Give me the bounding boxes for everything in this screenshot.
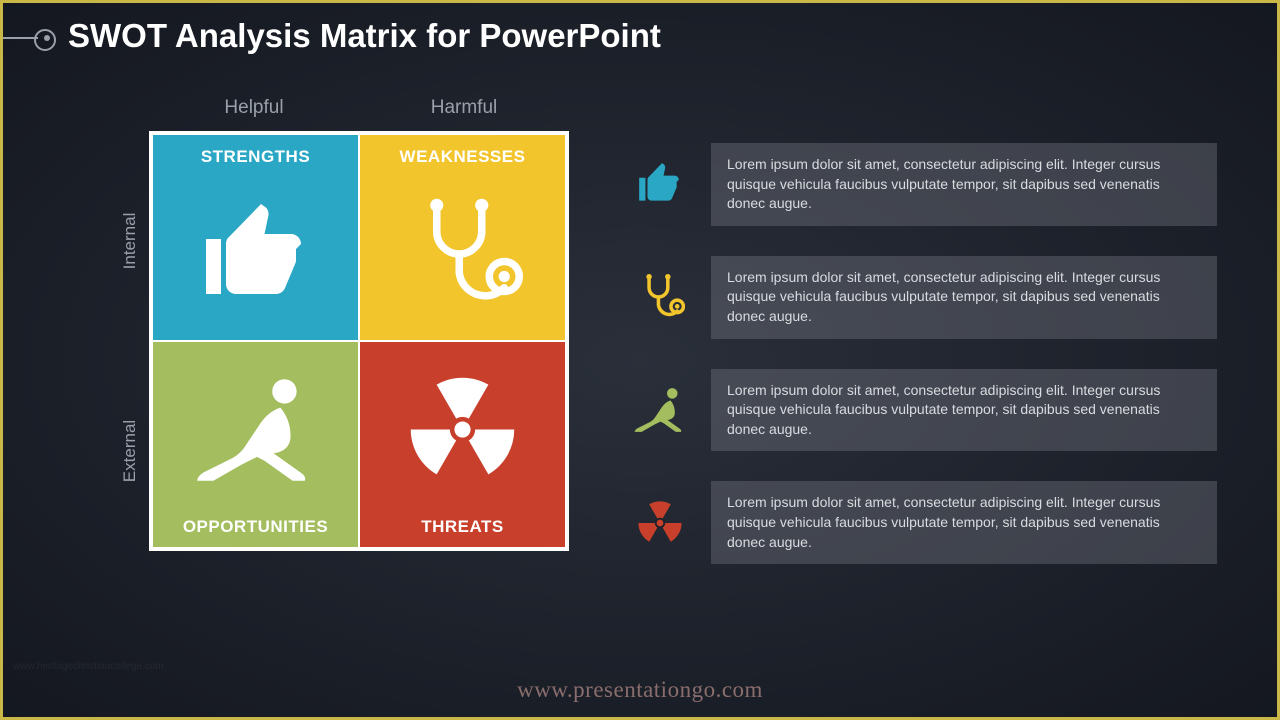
content-area: Helpful Harmful Internal External STRENG…: [3, 55, 1277, 564]
cell-strengths: STRENGTHS: [152, 134, 359, 341]
desc-text-weaknesses: Lorem ipsum dolor sit amet, consectetur …: [711, 256, 1217, 339]
column-headers: Helpful Harmful: [149, 97, 569, 119]
radiation-icon: [629, 492, 691, 554]
cell-opportunities: OPPORTUNITIES: [152, 341, 359, 548]
cell-title-strengths: STRENGTHS: [201, 147, 310, 167]
cell-title-weaknesses: WEAKNESSES: [400, 147, 526, 167]
thumbs-up-icon: [629, 153, 691, 215]
title-bar: SWOT Analysis Matrix for PowerPoint: [3, 3, 1277, 55]
cell-threats: THREATS: [359, 341, 566, 548]
runner-icon: [153, 342, 358, 517]
runner-icon: [629, 379, 691, 441]
cell-weaknesses: WEAKNESSES: [359, 134, 566, 341]
slide-title: SWOT Analysis Matrix for PowerPoint: [68, 17, 661, 55]
thumbs-up-icon: [153, 167, 358, 340]
desc-text-strengths: Lorem ipsum dolor sit amet, consectetur …: [711, 143, 1217, 226]
desc-row-threats: Lorem ipsum dolor sit amet, consectetur …: [629, 481, 1217, 564]
desc-row-weaknesses: Lorem ipsum dolor sit amet, consectetur …: [629, 256, 1217, 339]
footer-url: www.presentationgo.com: [3, 677, 1277, 703]
desc-row-opportunities: Lorem ipsum dolor sit amet, consectetur …: [629, 369, 1217, 452]
cell-title-threats: THREATS: [421, 517, 504, 537]
radiation-icon: [360, 342, 565, 517]
swot-matrix-wrap: Helpful Harmful Internal External STRENG…: [113, 95, 569, 564]
desc-text-threats: Lorem ipsum dolor sit amet, consectetur …: [711, 481, 1217, 564]
watermark: www.heritagechristiancollege.com: [13, 661, 164, 672]
row-header-internal: Internal: [120, 146, 140, 336]
cell-title-opportunities: OPPORTUNITIES: [183, 517, 328, 537]
row-headers: Internal External: [113, 131, 143, 551]
swot-matrix: STRENGTHS WEAKNESSES: [149, 131, 569, 551]
row-header-external: External: [120, 356, 140, 546]
desc-row-strengths: Lorem ipsum dolor sit amet, consectetur …: [629, 143, 1217, 226]
col-header-harmful: Harmful: [359, 97, 569, 119]
slide: SWOT Analysis Matrix for PowerPoint Help…: [0, 0, 1280, 720]
stethoscope-icon: [629, 266, 691, 328]
descriptions-panel: Lorem ipsum dolor sit amet, consectetur …: [629, 95, 1217, 564]
stethoscope-icon: [360, 167, 565, 340]
col-header-helpful: Helpful: [149, 97, 359, 119]
desc-text-opportunities: Lorem ipsum dolor sit amet, consectetur …: [711, 369, 1217, 452]
title-decoration-icon: [3, 37, 38, 39]
